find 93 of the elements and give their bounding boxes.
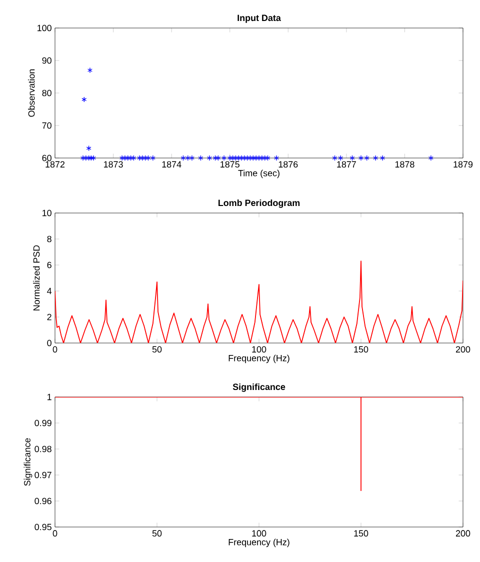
point: [233, 155, 238, 161]
chart-title: Input Data: [238, 14, 281, 23]
y-tick-label: 0: [47, 340, 52, 346]
y-axis-title: Observation: [28, 69, 35, 117]
point: [373, 155, 378, 161]
x-tick-label: 1873: [104, 161, 123, 168]
point: [150, 155, 156, 161]
point: [206, 155, 212, 161]
x-tick-label: 100: [252, 346, 266, 353]
x-axis-title: Frequency (Hz): [228, 538, 290, 548]
y-axis-title: Normalized PSD: [33, 245, 40, 310]
x-tick-label: 1877: [337, 161, 356, 168]
y-tick-label: 70: [42, 122, 52, 129]
point: [242, 155, 247, 161]
y-tick-label: 6: [47, 262, 52, 268]
x-axis-title: Time (sec): [238, 170, 280, 178]
y-tick-label: 80: [42, 90, 52, 96]
point: [82, 96, 87, 102]
point: [265, 155, 270, 161]
point: [244, 155, 250, 161]
point: [332, 155, 338, 161]
x-tick-label: 1875: [220, 161, 240, 168]
y-tick-label: 2: [47, 314, 52, 320]
y-tick-label: 0.95: [34, 524, 52, 530]
x-tick-label: 100: [252, 530, 266, 537]
point: [86, 155, 92, 161]
point: [140, 155, 145, 161]
point: [142, 155, 148, 161]
point: [380, 155, 386, 161]
point: [428, 155, 434, 161]
point: [239, 155, 244, 161]
x-tick-label: 200: [456, 346, 470, 353]
y-tick-label: 60: [42, 154, 52, 162]
y-tick-label: 8: [47, 236, 52, 242]
x-tick-label: 50: [152, 530, 162, 537]
point: [87, 67, 92, 74]
x-tick-label: 1879: [454, 161, 473, 168]
y-tick-label: 90: [42, 57, 52, 64]
x-axis-title: Frequency (Hz): [228, 354, 290, 364]
x-tick-label: 1874: [162, 161, 182, 168]
point: [216, 155, 221, 161]
point: [364, 155, 370, 161]
point: [222, 155, 227, 161]
point: [122, 155, 128, 161]
point: [88, 155, 94, 161]
point: [230, 155, 236, 161]
x-tick-label: 150: [354, 530, 368, 537]
line-series: [55, 260, 463, 344]
point: [254, 155, 259, 161]
point: [198, 155, 204, 161]
point: [250, 155, 256, 161]
point: [86, 145, 92, 152]
point: [131, 155, 136, 161]
point: [236, 155, 242, 161]
point: [189, 155, 194, 161]
point: [185, 155, 190, 161]
point: [128, 155, 134, 161]
x-tick-label: 1876: [278, 161, 298, 168]
point: [358, 155, 364, 161]
y-tick-label: 0.97: [34, 472, 52, 478]
point: [256, 155, 262, 161]
point: [212, 155, 218, 161]
x-tick-label: 1878: [395, 161, 414, 168]
point: [137, 155, 142, 161]
point: [120, 155, 125, 161]
y-tick-label: 1: [48, 394, 52, 400]
y-axis-title: Significance: [24, 438, 32, 486]
x-tick-label: 150: [354, 346, 368, 353]
chart-title: Significance: [232, 383, 286, 392]
point: [350, 155, 355, 161]
x-tick-label: 0: [52, 530, 58, 537]
x-tick-label: 1872: [46, 161, 65, 168]
y-tick-label: 4: [47, 288, 52, 294]
chart-title: Lomb Periodogram: [218, 199, 300, 208]
y-tick-label: 10: [42, 210, 52, 216]
point: [125, 155, 130, 161]
point: [83, 155, 88, 161]
point: [80, 155, 86, 161]
point: [146, 155, 151, 161]
y-tick-label: 100: [38, 24, 52, 32]
point: [262, 155, 268, 161]
point: [180, 155, 186, 161]
point: [274, 155, 279, 161]
point: [227, 155, 232, 161]
point: [338, 155, 344, 161]
y-tick-label: 0.99: [34, 420, 52, 426]
point: [248, 155, 253, 161]
point: [259, 155, 264, 161]
x-tick-label: 0: [52, 346, 58, 353]
x-tick-label: 50: [152, 346, 162, 353]
y-tick-label: 0.98: [34, 446, 52, 452]
x-tick-label: 200: [456, 530, 470, 537]
y-tick-label: 0.96: [34, 498, 52, 504]
